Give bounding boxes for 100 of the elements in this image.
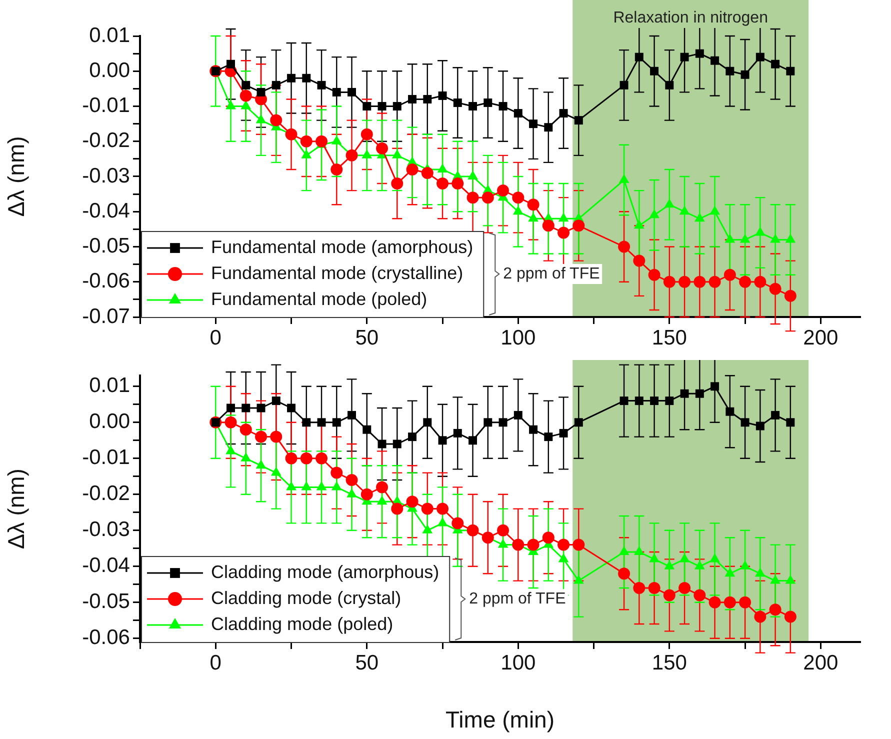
point <box>710 382 720 391</box>
point <box>421 166 434 179</box>
point <box>634 52 644 62</box>
point <box>378 440 386 448</box>
point <box>559 109 568 118</box>
point <box>650 396 659 406</box>
band-label: Relaxation in nitrogen <box>613 9 768 26</box>
point <box>391 502 404 515</box>
point <box>346 474 358 486</box>
point <box>769 604 782 616</box>
y-tick-label: -0.06 <box>82 626 130 650</box>
point <box>756 52 764 62</box>
point <box>242 80 250 90</box>
point <box>710 56 720 65</box>
legend-label: Fundamental mode (amorphous) <box>211 236 474 257</box>
point <box>724 596 736 608</box>
point <box>392 440 402 448</box>
point <box>620 80 628 90</box>
y-axis-title: Δλ (nm) <box>3 136 30 217</box>
point <box>634 396 644 406</box>
y-tick-label: -0.05 <box>82 590 130 614</box>
point <box>317 80 326 90</box>
y-tick-label: -0.04 <box>82 554 130 578</box>
point <box>376 481 388 494</box>
point <box>346 488 357 498</box>
point <box>468 102 478 110</box>
point <box>270 430 282 443</box>
point <box>663 276 676 288</box>
point <box>360 488 373 500</box>
point <box>573 574 584 584</box>
point <box>406 496 418 508</box>
point <box>362 102 372 110</box>
point <box>649 553 660 562</box>
point <box>529 425 538 434</box>
point <box>272 80 280 90</box>
point <box>679 206 690 215</box>
point <box>634 220 644 229</box>
x-tick-label: 100 <box>500 651 536 674</box>
point <box>558 553 569 562</box>
point <box>680 389 689 398</box>
point <box>226 404 235 412</box>
point <box>708 276 721 288</box>
point <box>649 209 660 218</box>
point <box>498 538 508 548</box>
point <box>726 407 734 416</box>
x-tick-label: 0 <box>210 326 222 350</box>
point <box>558 226 570 239</box>
point <box>330 466 343 479</box>
point <box>422 524 433 534</box>
point <box>482 532 494 544</box>
point <box>302 418 311 427</box>
point <box>770 234 780 243</box>
point <box>542 220 554 232</box>
point <box>771 410 780 420</box>
point <box>756 422 764 430</box>
point <box>270 114 282 126</box>
point <box>724 234 736 243</box>
point <box>436 502 449 515</box>
point <box>240 452 252 462</box>
point <box>558 538 570 551</box>
point <box>256 460 266 469</box>
point <box>665 80 674 90</box>
y-tick-label: -0.07 <box>82 304 130 328</box>
point <box>378 102 386 110</box>
point <box>255 430 268 443</box>
point <box>285 128 298 140</box>
point <box>529 120 538 128</box>
point <box>348 88 356 96</box>
point <box>256 114 266 124</box>
annotation: 2 ppm of TFE <box>503 265 600 282</box>
point <box>316 135 328 148</box>
point <box>497 184 510 197</box>
point <box>618 240 630 253</box>
point <box>468 170 478 180</box>
point <box>664 198 675 208</box>
point <box>332 88 341 96</box>
point <box>512 206 524 215</box>
point <box>527 198 540 211</box>
point <box>285 452 298 464</box>
point <box>618 174 630 184</box>
point <box>754 226 766 236</box>
point <box>482 192 494 204</box>
point <box>678 276 691 288</box>
y-tick-label: 0.00 <box>89 58 130 82</box>
point <box>634 546 644 555</box>
point <box>224 416 237 428</box>
point <box>512 192 524 204</box>
x-tick-label: 50 <box>355 326 379 350</box>
point <box>362 149 372 158</box>
point <box>574 418 583 427</box>
point <box>724 268 736 281</box>
y-tick-label: -0.01 <box>82 446 130 470</box>
point <box>421 502 434 515</box>
x-tick-label: 200 <box>803 651 838 674</box>
point <box>392 102 402 110</box>
point <box>785 574 796 584</box>
point <box>317 418 326 427</box>
point <box>240 424 252 436</box>
point <box>770 574 780 584</box>
point <box>300 452 312 464</box>
